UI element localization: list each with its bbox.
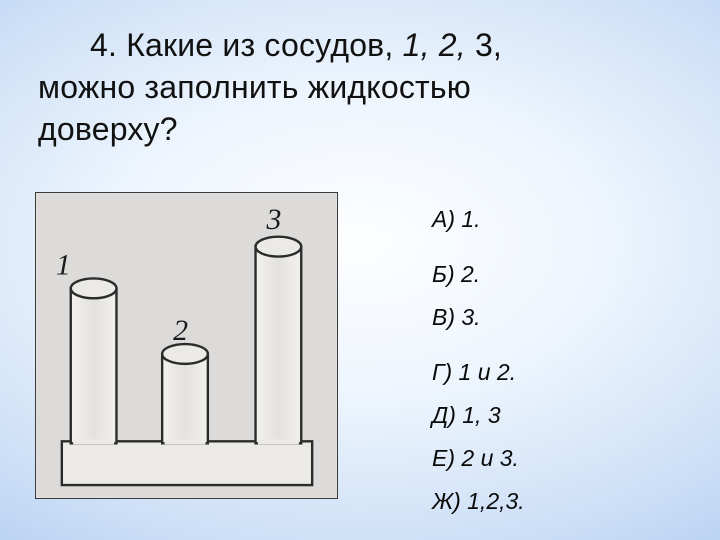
tube-3: [256, 237, 302, 445]
answer-g: Ж) 1,2,3.: [432, 488, 525, 515]
question-text: 4. Какие из сосудов, 1, 2, 3, можно запо…: [38, 24, 690, 151]
question-part-italic: 1, 2,: [403, 27, 475, 63]
question-number: 4.: [90, 27, 117, 63]
answer-b: Б) 2.: [432, 261, 525, 288]
vessel-label-2: 2: [173, 314, 188, 347]
question-part-1: Какие из сосудов,: [126, 27, 402, 63]
tube-1: [71, 278, 117, 444]
vessels-svg: 1 2 3: [36, 193, 337, 498]
answer-d: Г) 1 и 2.: [432, 359, 525, 386]
question-part-3: 3,: [475, 27, 502, 63]
answer-e: Д) 1, 3: [432, 402, 525, 429]
answer-a: А) 1.: [432, 206, 525, 233]
base-reservoir: [62, 441, 312, 485]
answer-c: В) 3.: [432, 304, 525, 331]
question-line-2: можно заполнить жидкостью: [38, 66, 690, 108]
answer-f: Е) 2 и 3.: [432, 445, 525, 472]
vessel-label-1: 1: [56, 248, 71, 281]
tube-2: [162, 344, 208, 444]
vessels-figure: 1 2 3: [35, 192, 338, 499]
question-line-3: доверху?: [38, 108, 690, 150]
vessel-label-3: 3: [265, 203, 281, 236]
answer-options: А) 1. Б) 2. В) 3. Г) 1 и 2. Д) 1, 3 Е) 2…: [432, 206, 525, 521]
